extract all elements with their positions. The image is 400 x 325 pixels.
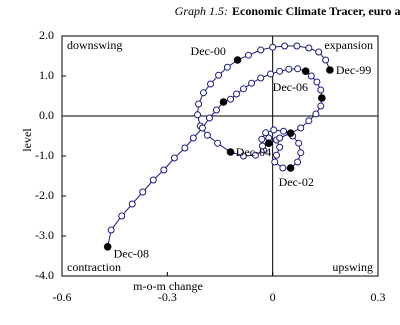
quadrant-label: expansion <box>324 38 373 52</box>
quadrant-label: contraction <box>67 260 121 274</box>
y-tick-label: 0.0 <box>39 108 54 122</box>
data-point <box>286 164 295 172</box>
x-axis-label: m-o-m change <box>133 279 203 293</box>
data-point <box>226 148 235 156</box>
data-point <box>240 85 248 93</box>
y-tick-label: 2.0 <box>39 28 54 42</box>
data-point <box>118 212 126 220</box>
data-point <box>244 51 252 59</box>
y-axis-label: level <box>20 128 34 152</box>
data-point <box>107 226 115 234</box>
data-point <box>257 74 265 82</box>
y-tick-label: -1.0 <box>35 148 54 162</box>
data-point <box>271 158 279 166</box>
data-point <box>139 188 147 196</box>
data-point <box>279 164 287 172</box>
data-point <box>295 139 303 147</box>
data-point <box>294 65 302 73</box>
data-point <box>280 127 288 135</box>
x-tick-label: -0.3 <box>158 290 177 304</box>
data-point <box>170 154 178 162</box>
annotation: Dec-06 <box>273 80 308 94</box>
annotation: Dec-00 <box>191 44 226 58</box>
data-point <box>281 42 289 50</box>
annotation: Dec-04 <box>236 145 271 159</box>
data-point <box>269 43 277 51</box>
data-point <box>258 135 266 143</box>
data-point <box>294 158 302 166</box>
data-point <box>312 110 320 118</box>
data-point <box>128 200 136 208</box>
data-point <box>195 100 203 108</box>
data-point <box>301 67 310 75</box>
annotation: Dec-99 <box>336 63 371 77</box>
y-tick-label: 1.0 <box>39 68 54 82</box>
data-point <box>223 63 231 71</box>
data-point <box>315 48 323 56</box>
data-point <box>199 89 207 97</box>
data-point <box>215 71 223 79</box>
data-point <box>322 56 330 64</box>
data-point <box>313 78 321 86</box>
data-point <box>233 56 242 64</box>
data-point <box>285 65 293 73</box>
data-point <box>273 151 281 159</box>
y-tick-label: -4.0 <box>35 268 54 282</box>
data-point <box>219 98 228 106</box>
data-point <box>276 143 284 151</box>
data-point <box>233 90 241 98</box>
data-point <box>276 134 284 142</box>
data-point <box>297 149 305 157</box>
data-point <box>318 94 326 102</box>
data-point <box>262 129 270 137</box>
x-tick-label: 0 <box>270 290 276 304</box>
data-point <box>305 117 313 125</box>
data-point <box>198 124 206 132</box>
chart-title: Economic Climate Tracer, euro area <box>232 4 400 18</box>
y-tick-label: -3.0 <box>35 228 54 242</box>
data-point <box>270 126 278 134</box>
data-point <box>160 166 168 174</box>
data-point <box>257 46 265 54</box>
x-tick-label: 0.3 <box>371 290 386 304</box>
data-point <box>248 79 256 87</box>
data-point <box>149 176 157 184</box>
annotation: Dec-02 <box>279 175 314 189</box>
quadrant-label: upswing <box>332 260 373 274</box>
data-point <box>251 151 259 159</box>
data-point <box>103 243 112 251</box>
data-point <box>240 152 248 160</box>
data-point <box>265 139 273 147</box>
data-point <box>207 80 215 88</box>
data-point <box>276 67 284 75</box>
annotation: Dec-08 <box>114 247 149 261</box>
data-point <box>212 106 220 114</box>
data-point <box>286 129 295 137</box>
chart-title-label: Graph 1.5: <box>175 4 228 18</box>
data-point <box>326 66 334 74</box>
data-point <box>227 95 235 103</box>
y-tick-label: -2.0 <box>35 188 54 202</box>
data-point <box>293 42 301 50</box>
data-point <box>181 144 189 152</box>
data-point <box>214 139 222 147</box>
x-tick-label: -0.6 <box>53 290 72 304</box>
data-point <box>189 134 197 142</box>
data-point <box>317 86 325 94</box>
data-point <box>194 111 202 119</box>
data-point <box>305 44 313 52</box>
data-point <box>307 72 315 80</box>
data-point <box>267 70 275 78</box>
quadrant-label: downswing <box>67 38 122 52</box>
data-point <box>205 114 213 122</box>
data-point <box>317 102 325 110</box>
data-point <box>297 124 305 132</box>
data-point <box>203 131 211 139</box>
data-point <box>258 142 266 150</box>
